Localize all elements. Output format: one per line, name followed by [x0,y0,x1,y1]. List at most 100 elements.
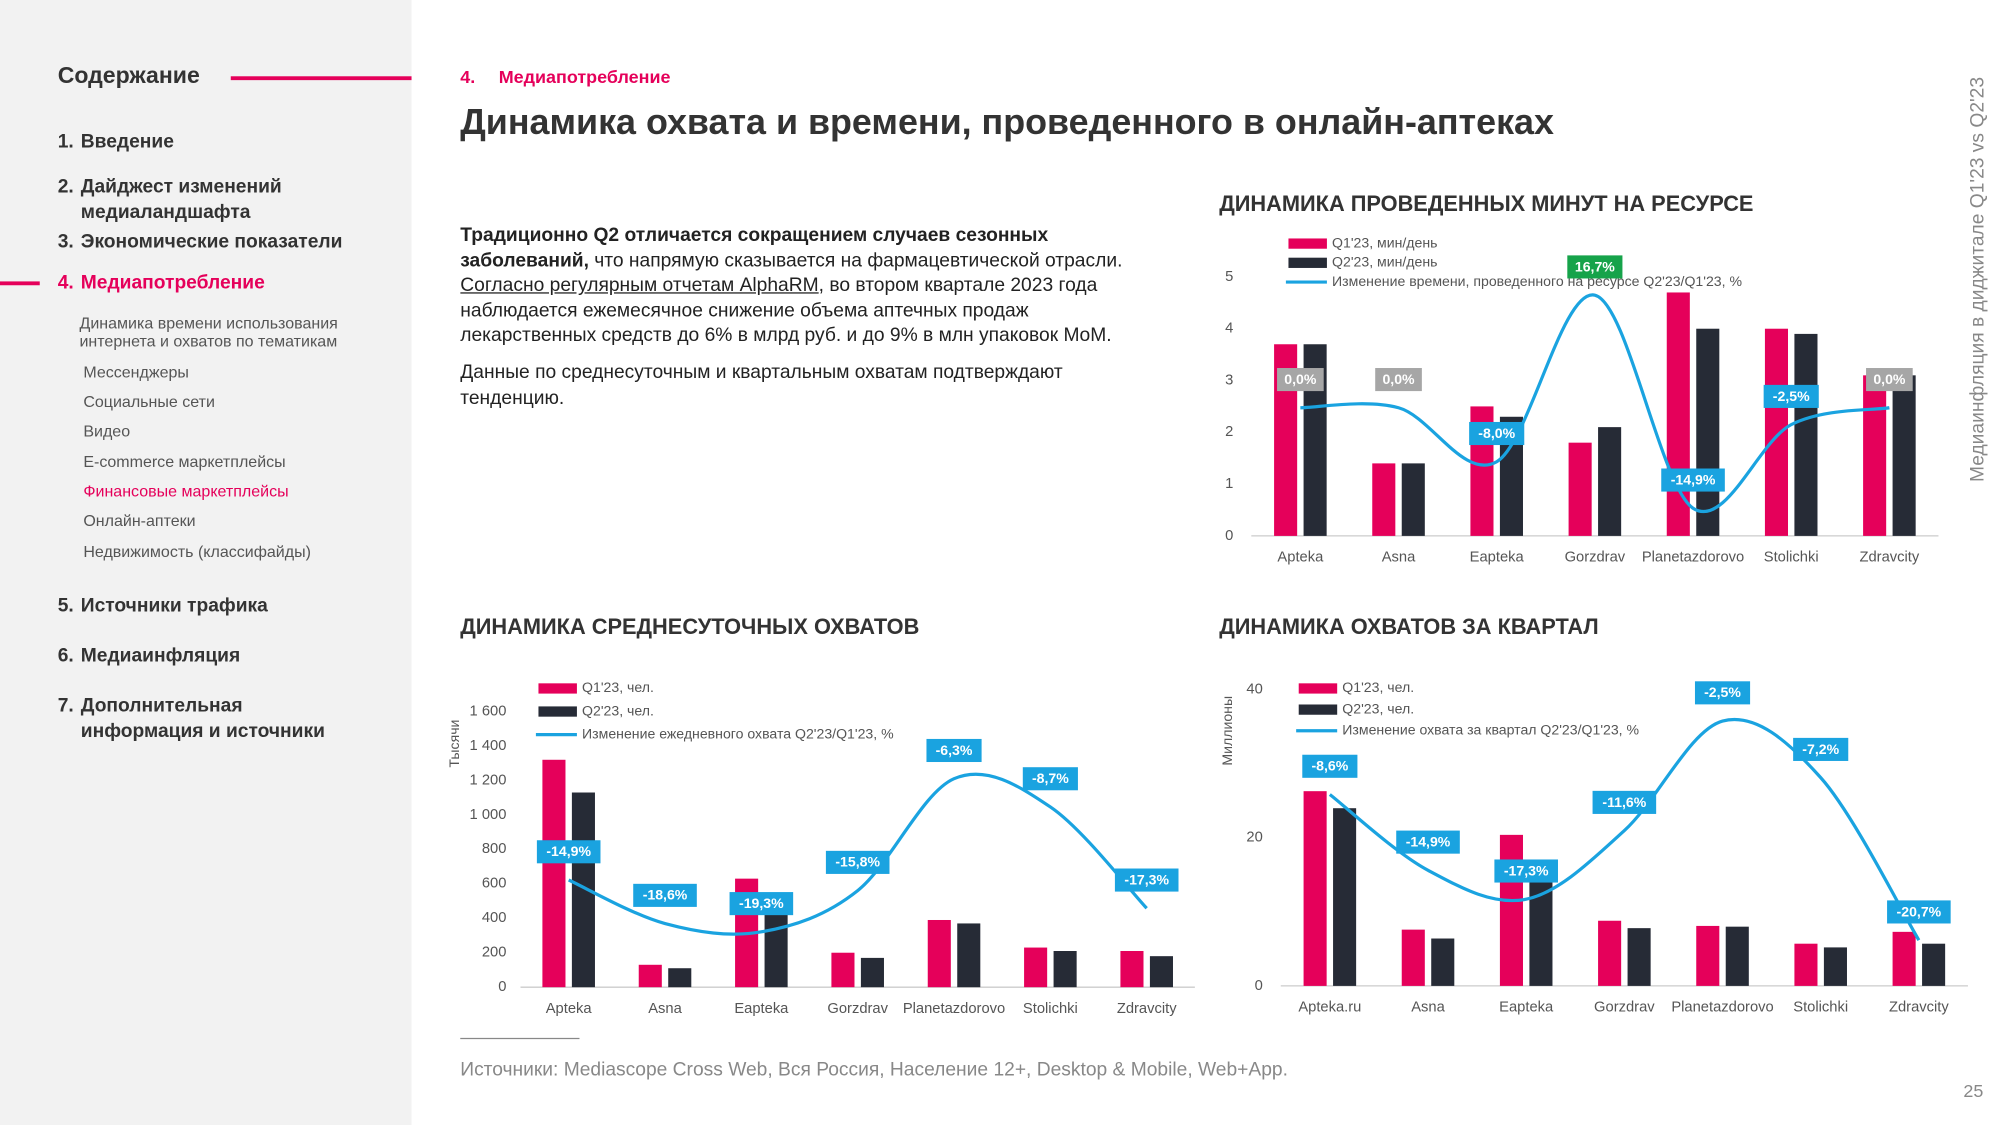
toc-subitem[interactable]: Финансовые маркетплейсы [83,483,288,501]
toc-subitem[interactable]: Мессенджеры [83,363,189,381]
toc-subitem[interactable]: Недвижимость (классифайды) [83,543,311,561]
y-tick-label: 2 [1225,424,1233,440]
bar [1024,947,1048,988]
toc-subitem[interactable]: Видео [83,422,130,440]
toc-number[interactable]: 1. [58,131,74,152]
chart: ДИНАМИКА ОХВАТОВ ЗА КВАРТАЛ Миллионы 0 20 40… [1219,614,1968,1016]
y-tick-label: 0 [498,979,506,995]
bar [764,909,788,988]
legend-label: Q1'23, чел. [582,679,654,695]
y-tick-label: 0 [1225,528,1233,544]
chart-title: ДИНАМИКА СРЕДНЕСУТОЧНЫХ ОХВАТОВ [460,614,919,639]
y-tick-label: 20 [1246,830,1262,846]
x-tick-label: Apteka [1277,550,1324,566]
toc-number[interactable]: 3. [58,231,74,252]
line [568,772,1148,936]
bar [668,968,692,988]
value-label-box [1277,368,1324,392]
toc-item[interactable]: Медиаинфляция [81,645,240,666]
value-label: -17,3% [1124,871,1169,887]
value-label: -14,9% [1406,833,1451,849]
legend-label: Q2'23, чел. [1342,700,1414,716]
toc-subitem[interactable]: Динамика времени использования [79,315,337,333]
toc-item[interactable]: Дайджест изменений [81,176,282,197]
bar [1149,956,1173,988]
bar [1892,375,1916,536]
bar [1892,931,1916,986]
toc-item[interactable]: Медиапотребление [81,272,265,293]
sidebar-items: 1. Введение 2. Дайджест изменений медиаландш… [0,131,342,742]
y-tick-label: 800 [482,841,507,857]
y-tick-label: 1 [1225,476,1233,492]
value-label-box [536,840,601,864]
toc-subitem[interactable]: E-commerce маркетплейсы [83,453,285,471]
toc-item[interactable]: Дополнительная [81,695,243,716]
toc-number[interactable]: 5. [58,595,74,616]
x-tick-label: Planetazdorovo [903,1001,1005,1017]
value-label: -6,3% [936,742,973,758]
toc-item[interactable]: медиаландшафта [81,202,251,223]
paragraph: Традиционно Q2 отличается сокращением сл… [460,223,1146,349]
x-tick-label: Eapteka [1499,1000,1554,1016]
legend-label: Q2'23, чел. [582,702,654,718]
bar [1764,328,1789,536]
toc-item[interactable]: Экономические показатели [81,231,343,252]
y-tick-label: 200 [482,945,507,961]
toc-item[interactable]: Введение [81,131,174,152]
section-name: Медиапотребление [499,67,671,87]
toc-number[interactable]: 4. [58,272,74,293]
value-label-box [633,883,697,907]
toc-number[interactable]: 6. [58,645,74,666]
toc-subitem[interactable]: Социальные сети [83,393,215,411]
bar [1863,375,1887,536]
bar [927,919,951,988]
toc-item[interactable]: Источники трафика [81,595,268,616]
toc-subitem[interactable]: Онлайн-аптеки [83,512,195,530]
bar [1568,442,1592,536]
value-label: -8,6% [1311,758,1348,774]
y-tick-label: 1 600 [470,703,507,719]
bar [1053,951,1077,988]
chart-title: ДИНАМИКА ПРОВЕДЕННЫХ МИНУТ НА РЕСУРСЕ [1219,191,1753,216]
value-label-box [1469,421,1525,446]
toc-number[interactable]: 2. [58,176,74,197]
value-label-box [1763,384,1819,408]
toc-number[interactable]: 7. [58,695,74,716]
link[interactable]: Согласно регулярным отчетам AlphaRM [460,274,819,297]
legend-swatch [538,683,577,694]
value-label: 0,0% [1873,371,1906,387]
value-label-box [1661,468,1725,492]
bar [638,964,662,988]
active-marker [0,281,40,286]
toc-subitem[interactable]: интернета и охватов по тематикам [79,333,337,351]
y-tick-label: 1 200 [470,772,507,788]
bar [1372,463,1396,536]
x-tick-label: Apteka.ru [1298,1000,1361,1016]
value-label-box [1793,737,1849,761]
bar [1725,926,1749,986]
x-tick-label: Asna [1411,1000,1445,1016]
value-label-box [1694,681,1751,705]
text: , во втором квартале 2023 года наблюдает… [460,274,1112,347]
value-label: -11,6% [1602,794,1646,810]
x-tick-label: Stolichki [1793,1000,1848,1016]
bar [1303,791,1327,986]
value-label: -8,0% [1478,425,1515,441]
bar [831,952,855,988]
x-tick-label: Apteka [546,1001,593,1017]
value-label: -17,3% [1504,862,1549,878]
legend-swatch [1288,238,1327,249]
bar [1431,938,1455,986]
legend-swatch [1298,704,1338,715]
bar [1333,808,1357,986]
legend-swatch [1298,683,1338,694]
legend-label: Изменение ежедневного охвата Q2'23/Q1'23… [582,725,894,741]
value-label: 0,0% [1284,371,1317,387]
bar [542,759,566,988]
line [1328,718,1921,941]
bar [1274,344,1298,536]
toc-item[interactable]: информация и источники [81,721,325,742]
value-label-box [1375,368,1422,392]
